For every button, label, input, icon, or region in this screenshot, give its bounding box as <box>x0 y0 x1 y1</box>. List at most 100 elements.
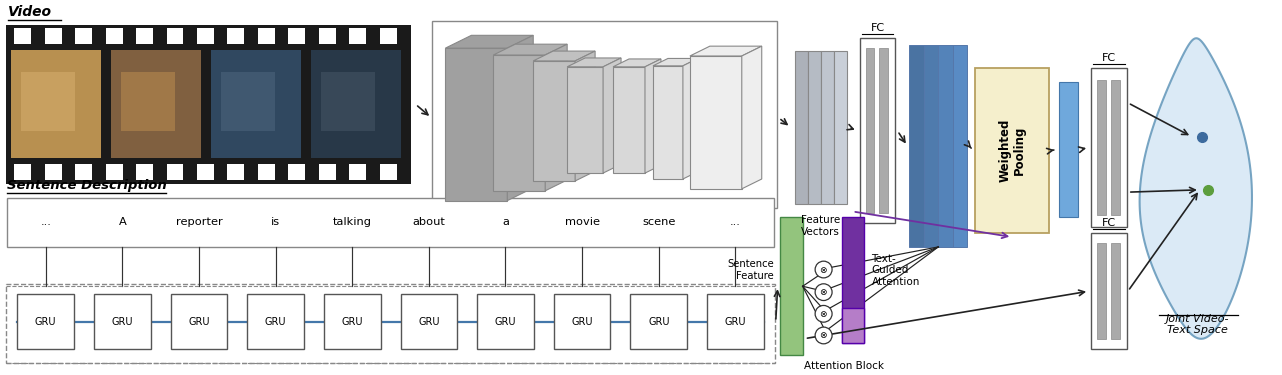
Bar <box>1097 80 1106 215</box>
Bar <box>808 51 820 204</box>
Bar <box>258 164 274 180</box>
Bar <box>1059 82 1078 218</box>
Polygon shape <box>645 59 662 173</box>
Bar <box>310 50 400 158</box>
Polygon shape <box>508 35 533 201</box>
Bar <box>288 164 305 180</box>
Text: Attention Block: Attention Block <box>804 361 883 371</box>
Polygon shape <box>576 51 595 181</box>
Bar <box>1091 233 1127 349</box>
Bar <box>653 66 683 179</box>
Bar <box>976 68 1049 233</box>
Text: $\otimes$: $\otimes$ <box>819 264 828 274</box>
Bar <box>221 72 274 131</box>
Polygon shape <box>1140 38 1253 339</box>
Bar <box>833 51 846 204</box>
Bar <box>841 217 864 344</box>
Bar <box>22 72 76 131</box>
Polygon shape <box>742 46 762 189</box>
Bar <box>171 294 227 349</box>
Bar <box>879 48 888 213</box>
Bar <box>841 308 864 344</box>
Bar <box>820 51 833 204</box>
Text: Video: Video <box>9 4 53 19</box>
Bar <box>136 28 153 44</box>
Bar <box>167 28 183 44</box>
Bar <box>247 294 304 349</box>
Text: FC: FC <box>1103 218 1117 228</box>
Text: reporter: reporter <box>176 217 222 227</box>
Text: $\otimes$: $\otimes$ <box>819 287 828 297</box>
Circle shape <box>815 284 832 300</box>
Bar <box>8 198 774 247</box>
Text: GRU: GRU <box>341 316 363 327</box>
Text: $\otimes$: $\otimes$ <box>819 309 828 319</box>
Bar <box>197 28 214 44</box>
Bar <box>938 45 953 247</box>
Text: Feature
Vectors: Feature Vectors <box>801 215 840 237</box>
Text: Joint Video-
Text Space: Joint Video- Text Space <box>1167 314 1229 335</box>
Bar <box>14 28 31 44</box>
Bar <box>349 28 367 44</box>
Bar <box>795 51 808 204</box>
Text: GRU: GRU <box>495 316 517 327</box>
Polygon shape <box>567 58 620 67</box>
Bar <box>319 164 336 180</box>
Polygon shape <box>603 58 620 173</box>
Bar <box>613 67 645 173</box>
Bar <box>567 67 603 173</box>
Polygon shape <box>494 44 567 55</box>
Bar <box>167 164 183 180</box>
Bar <box>324 294 381 349</box>
Text: ...: ... <box>729 217 741 227</box>
Bar <box>136 164 153 180</box>
Bar <box>533 61 576 181</box>
Bar <box>1111 243 1120 339</box>
Text: Sentence
Feature: Sentence Feature <box>727 259 774 280</box>
Bar <box>690 56 742 189</box>
Text: $\otimes$: $\otimes$ <box>819 330 828 340</box>
Bar <box>94 294 151 349</box>
Text: A: A <box>118 217 126 227</box>
Bar <box>12 50 101 158</box>
Bar <box>227 164 245 180</box>
Bar <box>105 28 123 44</box>
Text: GRU: GRU <box>112 316 133 327</box>
Bar <box>258 28 274 44</box>
Text: FC: FC <box>870 23 885 33</box>
Bar <box>445 48 508 201</box>
Bar <box>865 48 874 213</box>
Bar <box>288 28 305 44</box>
Text: GRU: GRU <box>724 316 746 327</box>
Bar <box>1097 243 1106 339</box>
Bar <box>349 164 367 180</box>
Bar <box>494 55 545 191</box>
Bar <box>909 45 924 247</box>
Bar <box>212 50 301 158</box>
Polygon shape <box>683 58 697 179</box>
Bar <box>1091 68 1127 227</box>
Circle shape <box>815 261 832 278</box>
Text: talking: talking <box>333 217 372 227</box>
Bar <box>320 72 374 131</box>
Bar <box>45 164 62 180</box>
Bar <box>859 38 895 223</box>
Bar <box>477 294 533 349</box>
Text: GRU: GRU <box>188 316 210 327</box>
Text: GRU: GRU <box>647 316 669 327</box>
Bar <box>1111 80 1120 215</box>
Bar <box>227 28 245 44</box>
Bar <box>121 72 176 131</box>
Polygon shape <box>533 51 595 61</box>
Bar <box>76 28 92 44</box>
Text: FC: FC <box>1103 53 1117 63</box>
Text: GRU: GRU <box>35 316 56 327</box>
Circle shape <box>815 327 832 344</box>
Bar <box>6 24 410 184</box>
Bar <box>432 21 777 207</box>
Text: Text-
Guided
Attention: Text- Guided Attention <box>872 254 920 287</box>
Text: Weighted
Pooling: Weighted Pooling <box>999 119 1026 182</box>
Bar <box>400 294 458 349</box>
Polygon shape <box>653 58 697 66</box>
Bar <box>76 164 92 180</box>
